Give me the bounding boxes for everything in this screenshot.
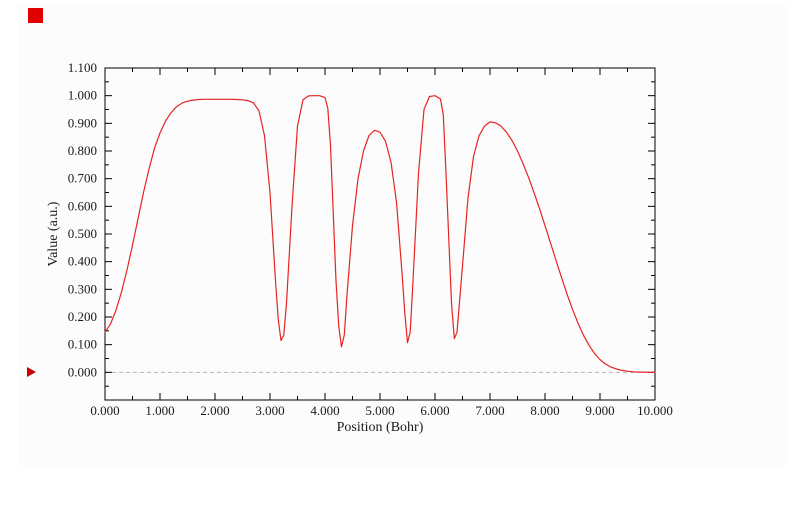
y-tick-label: 0.800 xyxy=(68,143,97,158)
y-tick-label: 0.300 xyxy=(68,281,97,296)
series-line xyxy=(104,95,656,373)
x-tick-label: 7.000 xyxy=(475,403,504,418)
y-tick-label: 0.100 xyxy=(68,337,97,352)
y-tick-label: 0.200 xyxy=(68,309,97,324)
graph-select-marker-icon xyxy=(28,8,43,23)
y-tick-label: 0.900 xyxy=(68,115,97,130)
x-tick-label: 3.000 xyxy=(255,403,284,418)
y-tick-label: 0.400 xyxy=(68,254,97,269)
x-tick-label: 8.000 xyxy=(530,403,559,418)
y-tick-label: 0.000 xyxy=(68,364,97,379)
x-tick-label: 9.000 xyxy=(585,403,614,418)
y-tick-label: 0.500 xyxy=(68,226,97,241)
x-axis-title: Position (Bohr) xyxy=(337,420,424,435)
plot-frame xyxy=(104,67,656,401)
y-axis-title: Value (a.u.) xyxy=(46,201,61,266)
y-tick-label: 0.600 xyxy=(68,198,97,213)
y-tick-label: 1.100 xyxy=(68,60,97,75)
y-tick-label: 0.700 xyxy=(68,171,97,186)
plot-canvas-background xyxy=(18,4,788,466)
x-tick-label: 5.000 xyxy=(365,403,394,418)
x-tick-label: 6.000 xyxy=(420,403,449,418)
zero-pointer-icon xyxy=(27,367,36,377)
x-tick-label: 10.000 xyxy=(637,403,673,418)
x-tick-label: 4.000 xyxy=(310,403,339,418)
x-tick-label: 2.000 xyxy=(200,403,229,418)
y-tick-label: 1.000 xyxy=(68,88,97,103)
x-tick-label: 0.000 xyxy=(90,403,119,418)
x-tick-label: 1.000 xyxy=(145,403,174,418)
